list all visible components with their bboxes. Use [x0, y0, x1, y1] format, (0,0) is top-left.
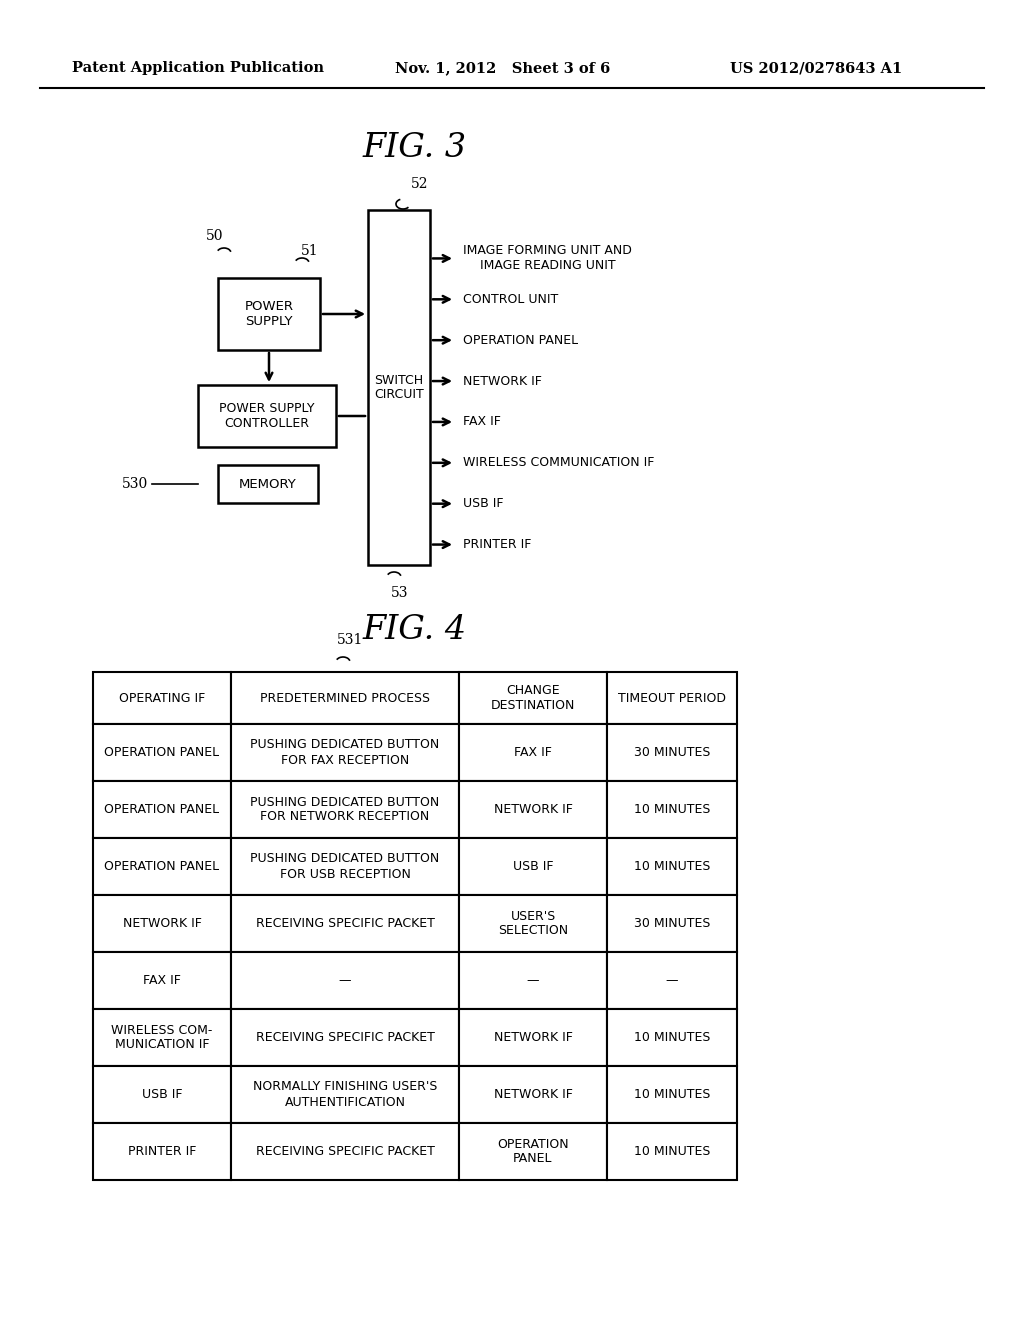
Text: 531: 531 — [337, 634, 364, 647]
Text: NETWORK IF: NETWORK IF — [463, 375, 542, 388]
Text: 10 MINUTES: 10 MINUTES — [634, 861, 711, 873]
Bar — [607, 895, 737, 952]
Text: WIRELESS COMMUNICATION IF: WIRELESS COMMUNICATION IF — [463, 457, 654, 470]
Text: IMAGE FORMING UNIT AND
IMAGE READING UNIT: IMAGE FORMING UNIT AND IMAGE READING UNI… — [463, 244, 632, 272]
Text: RECEIVING SPECIFIC PACKET: RECEIVING SPECIFIC PACKET — [256, 1144, 434, 1158]
Bar — [93, 895, 231, 952]
Bar — [607, 672, 737, 723]
Text: —: — — [526, 974, 540, 987]
Text: 10 MINUTES: 10 MINUTES — [634, 1031, 711, 1044]
Bar — [607, 781, 737, 838]
Text: POWER
SUPPLY: POWER SUPPLY — [245, 300, 294, 327]
Text: OPERATION
PANEL: OPERATION PANEL — [498, 1138, 568, 1166]
Bar — [607, 838, 737, 895]
Text: OPERATION PANEL: OPERATION PANEL — [104, 746, 219, 759]
Bar — [93, 723, 231, 781]
Text: PRINTER IF: PRINTER IF — [463, 539, 531, 550]
Text: USB IF: USB IF — [513, 861, 553, 873]
Text: US 2012/0278643 A1: US 2012/0278643 A1 — [730, 61, 902, 75]
Bar — [93, 1067, 231, 1123]
Text: FAX IF: FAX IF — [463, 416, 501, 429]
Text: USB IF: USB IF — [463, 498, 504, 511]
Bar — [231, 672, 459, 723]
Bar — [459, 1008, 607, 1067]
Text: NETWORK IF: NETWORK IF — [123, 917, 202, 931]
Bar — [607, 1123, 737, 1180]
Text: NORMALLY FINISHING USER'S
AUTHENTIFICATION: NORMALLY FINISHING USER'S AUTHENTIFICATI… — [253, 1081, 437, 1109]
Bar — [607, 1067, 737, 1123]
Text: 50: 50 — [206, 228, 224, 243]
Text: 10 MINUTES: 10 MINUTES — [634, 803, 711, 816]
Bar — [459, 672, 607, 723]
Bar — [607, 723, 737, 781]
Bar — [93, 781, 231, 838]
Bar — [218, 465, 318, 503]
Bar — [459, 838, 607, 895]
Text: PREDETERMINED PROCESS: PREDETERMINED PROCESS — [260, 692, 430, 705]
Bar — [231, 895, 459, 952]
Bar — [607, 952, 737, 1008]
Bar — [368, 210, 430, 565]
Text: SWITCH
CIRCUIT: SWITCH CIRCUIT — [374, 374, 424, 401]
Text: TIMEOUT PERIOD: TIMEOUT PERIOD — [618, 692, 726, 705]
Bar — [231, 1123, 459, 1180]
Text: OPERATION PANEL: OPERATION PANEL — [104, 861, 219, 873]
Text: PUSHING DEDICATED BUTTON
FOR FAX RECEPTION: PUSHING DEDICATED BUTTON FOR FAX RECEPTI… — [251, 738, 439, 767]
Bar — [93, 672, 231, 723]
Text: CONTROL UNIT: CONTROL UNIT — [463, 293, 558, 306]
Bar — [93, 1008, 231, 1067]
Text: FIG. 3: FIG. 3 — [362, 132, 467, 164]
Text: CHANGE
DESTINATION: CHANGE DESTINATION — [490, 684, 575, 711]
Text: PUSHING DEDICATED BUTTON
FOR NETWORK RECEPTION: PUSHING DEDICATED BUTTON FOR NETWORK REC… — [251, 796, 439, 824]
Text: NETWORK IF: NETWORK IF — [494, 1088, 572, 1101]
Text: OPERATING IF: OPERATING IF — [119, 692, 205, 705]
Bar — [93, 952, 231, 1008]
Text: 30 MINUTES: 30 MINUTES — [634, 917, 711, 931]
Text: 30 MINUTES: 30 MINUTES — [634, 746, 711, 759]
Text: 10 MINUTES: 10 MINUTES — [634, 1144, 711, 1158]
Bar — [231, 1008, 459, 1067]
Bar — [231, 723, 459, 781]
Bar — [459, 781, 607, 838]
Text: OPERATION PANEL: OPERATION PANEL — [463, 334, 579, 347]
Text: 530: 530 — [122, 477, 148, 491]
Bar — [93, 838, 231, 895]
Text: FAX IF: FAX IF — [514, 746, 552, 759]
Text: NETWORK IF: NETWORK IF — [494, 1031, 572, 1044]
Text: FIG. 4: FIG. 4 — [362, 614, 467, 645]
Bar — [459, 1067, 607, 1123]
Bar — [231, 952, 459, 1008]
Bar — [198, 385, 336, 447]
Bar — [459, 723, 607, 781]
Text: 52: 52 — [411, 177, 428, 191]
Text: NETWORK IF: NETWORK IF — [494, 803, 572, 816]
Bar — [231, 1067, 459, 1123]
Text: 51: 51 — [301, 244, 318, 257]
Bar — [218, 279, 319, 350]
Text: POWER SUPPLY
CONTROLLER: POWER SUPPLY CONTROLLER — [219, 403, 314, 430]
Bar — [459, 895, 607, 952]
Text: USER'S
SELECTION: USER'S SELECTION — [498, 909, 568, 937]
Text: 10 MINUTES: 10 MINUTES — [634, 1088, 711, 1101]
Text: —: — — [339, 974, 351, 987]
Text: RECEIVING SPECIFIC PACKET: RECEIVING SPECIFIC PACKET — [256, 1031, 434, 1044]
Bar — [607, 1008, 737, 1067]
Text: PRINTER IF: PRINTER IF — [128, 1144, 197, 1158]
Text: USB IF: USB IF — [141, 1088, 182, 1101]
Bar — [459, 952, 607, 1008]
Text: OPERATION PANEL: OPERATION PANEL — [104, 803, 219, 816]
Bar — [93, 1123, 231, 1180]
Bar — [231, 838, 459, 895]
Text: —: — — [666, 974, 678, 987]
Text: 53: 53 — [391, 586, 409, 601]
Bar — [231, 781, 459, 838]
Text: Patent Application Publication: Patent Application Publication — [72, 61, 324, 75]
Text: PUSHING DEDICATED BUTTON
FOR USB RECEPTION: PUSHING DEDICATED BUTTON FOR USB RECEPTI… — [251, 853, 439, 880]
Text: RECEIVING SPECIFIC PACKET: RECEIVING SPECIFIC PACKET — [256, 917, 434, 931]
Text: WIRELESS COM-
MUNICATION IF: WIRELESS COM- MUNICATION IF — [112, 1023, 213, 1052]
Text: Nov. 1, 2012   Sheet 3 of 6: Nov. 1, 2012 Sheet 3 of 6 — [395, 61, 610, 75]
Text: FAX IF: FAX IF — [143, 974, 181, 987]
Bar — [459, 1123, 607, 1180]
Text: MEMORY: MEMORY — [240, 478, 297, 491]
